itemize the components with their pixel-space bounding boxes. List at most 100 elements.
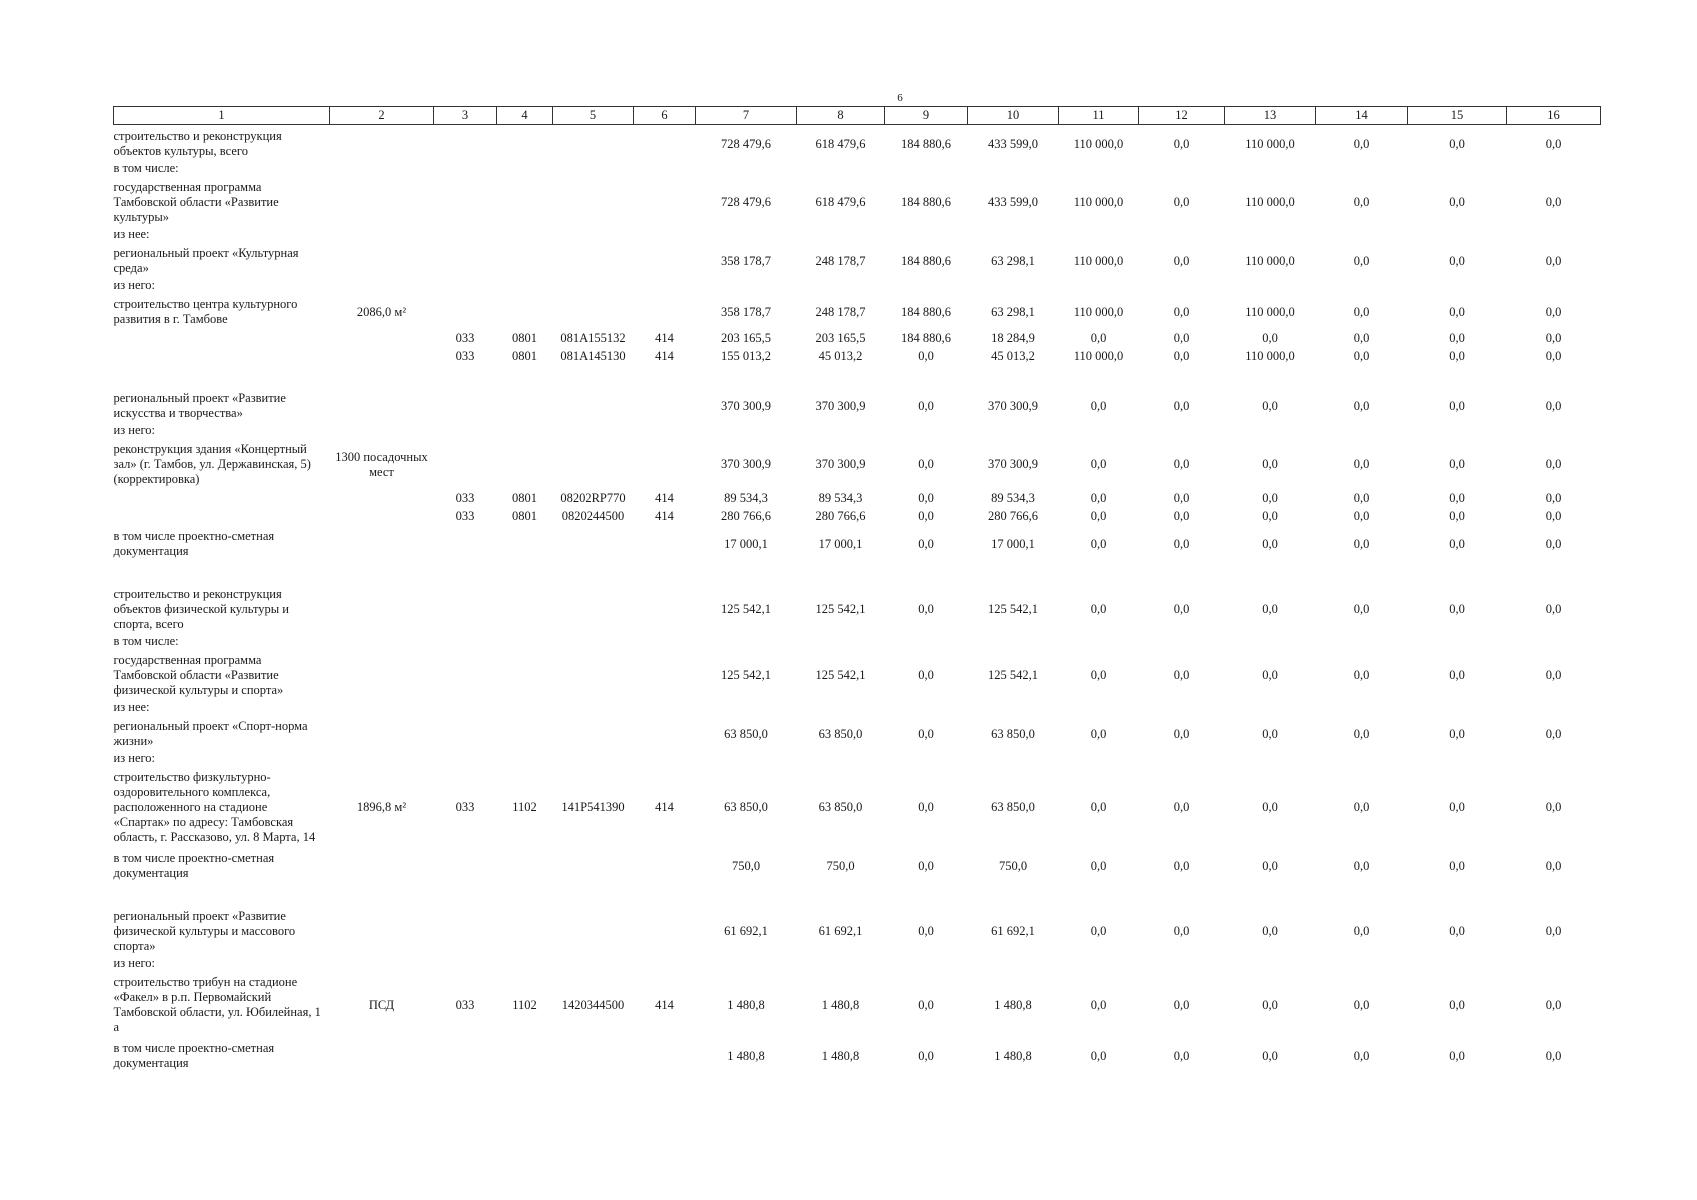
cell-col-3: 033 bbox=[455, 491, 475, 505]
table-row: строительство и реконструкция объектов к… bbox=[114, 125, 1601, 162]
cell-col-6 bbox=[634, 905, 696, 956]
row-description: в том числе проектно-сметная документаци… bbox=[113, 851, 275, 880]
cell-col-6 bbox=[634, 176, 696, 227]
cell-col-3 bbox=[434, 847, 497, 883]
cell-col-7: 728 479,6 bbox=[721, 136, 771, 151]
cell-col-12: 0,0 bbox=[1173, 349, 1190, 363]
cell-col-4 bbox=[497, 438, 553, 489]
column-header-5: 5 bbox=[552, 106, 634, 125]
column-header-4: 4 bbox=[496, 106, 553, 125]
cell-col-9: 184 880,6 bbox=[901, 195, 951, 209]
cell-col-13: 110 000,0 bbox=[1245, 136, 1295, 151]
cell-col-10: 45 013,2 bbox=[991, 349, 1035, 363]
cell-col-15: 0,0 bbox=[1449, 331, 1465, 345]
cell-col-15: 0,0 bbox=[1449, 349, 1465, 363]
cell-col-3 bbox=[434, 176, 497, 227]
cell-col-11: 0,0 bbox=[1090, 457, 1107, 471]
table-row: из него: bbox=[114, 751, 1601, 766]
cell-col-14: 0,0 bbox=[1353, 858, 1370, 873]
cell-col-6: 414 bbox=[655, 997, 674, 1012]
cell-col-7: 280 766,6 bbox=[721, 509, 771, 523]
cell-col-6 bbox=[634, 125, 696, 162]
cell-col-2 bbox=[330, 905, 434, 956]
cell-col-14: 0,0 bbox=[1353, 331, 1370, 345]
cell-col-4 bbox=[497, 525, 553, 561]
cell-col-15: 0,0 bbox=[1449, 136, 1465, 151]
cell-col-4 bbox=[497, 242, 553, 278]
table-row: в том числе проектно-сметная документаци… bbox=[114, 525, 1601, 561]
table-row: 033 0801 081A155132 414 203 165,5 203 165,5 18… bbox=[114, 329, 1601, 347]
cell-col-4 bbox=[497, 583, 553, 634]
cell-col-14: 0,0 bbox=[1353, 1048, 1370, 1063]
cell-col-10: 18 284,9 bbox=[991, 331, 1035, 345]
cell-col-14: 0,0 bbox=[1353, 800, 1370, 814]
cell-col-4 bbox=[497, 1037, 553, 1073]
cell-col-7: 17 000,1 bbox=[724, 536, 768, 551]
cell-col-14: 0,0 bbox=[1353, 349, 1370, 363]
cell-col-12: 0,0 bbox=[1173, 509, 1190, 523]
cell-col-2: 1300 посадочных мест bbox=[335, 449, 428, 479]
cell-col-13: 0,0 bbox=[1262, 1048, 1278, 1063]
table-row: из него: bbox=[114, 423, 1601, 438]
cell-col-7: 1 480,8 bbox=[727, 997, 765, 1012]
cell-col-15: 0,0 bbox=[1449, 924, 1465, 938]
cell-col-15: 0,0 bbox=[1449, 1048, 1465, 1063]
section-label: из нее: bbox=[113, 227, 150, 241]
column-header-16: 16 bbox=[1506, 106, 1601, 125]
cell-col-4 bbox=[497, 649, 553, 700]
cell-col-8: 248 178,7 bbox=[815, 304, 866, 319]
cell-col-13: 110 000,0 bbox=[1245, 349, 1295, 363]
cell-col-15: 0,0 bbox=[1449, 195, 1465, 209]
table-row: региональный проект «Развитие искусства … bbox=[114, 387, 1601, 423]
page-number: 6 bbox=[897, 92, 903, 104]
cell-col-10: 370 300,9 bbox=[988, 398, 1038, 413]
cell-col-3: 033 bbox=[455, 331, 475, 345]
cell-col-13: 0,0 bbox=[1262, 509, 1278, 523]
column-header-11: 11 bbox=[1058, 106, 1139, 125]
cell-col-14: 0,0 bbox=[1353, 491, 1370, 505]
column-header-13: 13 bbox=[1224, 106, 1316, 125]
cell-col-13: 0,0 bbox=[1262, 858, 1278, 873]
cell-col-6 bbox=[634, 293, 696, 329]
cell-col-13: 110 000,0 bbox=[1245, 253, 1295, 268]
cell-col-9: 0,0 bbox=[918, 726, 934, 741]
budget-table-sheet: 1 2 3 4 5 6 7 8 9 10 11 12 13 14 15 16 строительство и … bbox=[113, 106, 1601, 1073]
empty-cell bbox=[330, 700, 1601, 715]
cell-col-12: 0,0 bbox=[1173, 726, 1190, 741]
cell-col-12: 0,0 bbox=[1173, 253, 1190, 268]
cell-col-11: 0,0 bbox=[1090, 602, 1107, 616]
cell-col-15: 0,0 bbox=[1449, 304, 1465, 319]
cell-col-7: 125 542,1 bbox=[721, 668, 771, 682]
cell-col-5 bbox=[553, 649, 634, 700]
cell-col-11: 0,0 bbox=[1090, 726, 1107, 741]
cell-col-3 bbox=[434, 905, 497, 956]
table-row: региональный проект «Культурная среда» 35… bbox=[114, 242, 1601, 278]
cell-col-7: 61 692,1 bbox=[724, 924, 768, 938]
cell-col-8: 203 165,5 bbox=[815, 331, 866, 345]
cell-col-5: 08202RP770 bbox=[560, 491, 626, 505]
cell-col-4: 1102 bbox=[512, 997, 537, 1012]
cell-col-8: 63 850,0 bbox=[818, 726, 863, 741]
row-description: в том числе проектно-сметная документаци… bbox=[113, 529, 275, 558]
empty-cell bbox=[330, 278, 1601, 293]
cell-col-12: 0,0 bbox=[1173, 668, 1190, 682]
cell-col-2 bbox=[330, 583, 434, 634]
cell-col-8: 63 850,0 bbox=[818, 800, 863, 814]
empty-cell bbox=[330, 161, 1601, 176]
column-number-header: 1 2 3 4 5 6 7 8 9 10 11 12 13 14 15 16 bbox=[113, 106, 1601, 125]
cell-col-11: 110 000,0 bbox=[1073, 349, 1124, 363]
cell-col-9: 0,0 bbox=[918, 924, 934, 938]
cell-col-11: 0,0 bbox=[1090, 398, 1107, 413]
cell-col-12: 0,0 bbox=[1173, 136, 1190, 151]
cell-col-7: 203 165,5 bbox=[721, 331, 771, 345]
cell-col-12: 0,0 bbox=[1173, 602, 1190, 616]
cell-col-2 bbox=[330, 489, 434, 507]
cell-col-2 bbox=[330, 176, 434, 227]
cell-col-16: 0,0 bbox=[1545, 331, 1562, 345]
cell-col-15: 0,0 bbox=[1449, 997, 1465, 1012]
cell-col-13: 0,0 bbox=[1262, 602, 1278, 616]
table-row: 033 0801 081A145130 414 155 013,2 45 013,2 0,0… bbox=[114, 347, 1601, 365]
cell-col-11: 0,0 bbox=[1090, 800, 1107, 814]
cell-col-9: 0,0 bbox=[918, 997, 934, 1012]
column-header-10: 10 bbox=[967, 106, 1059, 125]
